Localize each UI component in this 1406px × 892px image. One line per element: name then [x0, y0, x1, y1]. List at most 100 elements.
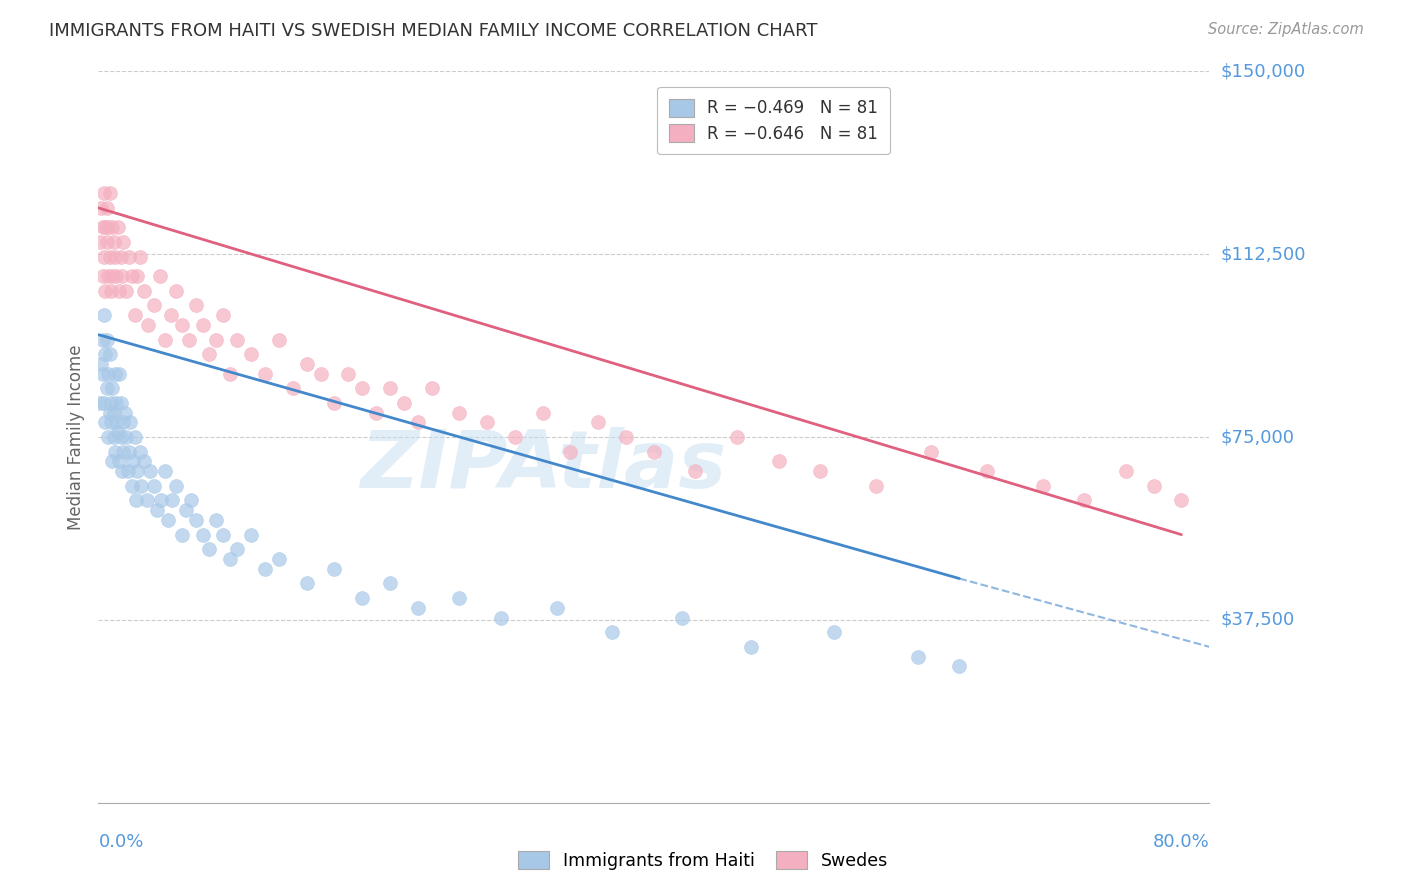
Text: $112,500: $112,500 [1220, 245, 1306, 263]
Point [295, 576, 318, 591]
Point [98, 250, 121, 264]
Point [120, 416, 142, 430]
Point [267, 552, 290, 566]
Point [107, 220, 129, 235]
Point [219, 552, 242, 566]
Point [93, 186, 115, 201]
Point [205, 513, 228, 527]
Point [139, 464, 162, 478]
Text: $37,500: $37,500 [1220, 611, 1295, 629]
Point [97, 367, 120, 381]
Point [91, 333, 114, 347]
Point [174, 503, 197, 517]
Point [323, 396, 346, 410]
Point [125, 493, 148, 508]
Point [184, 513, 207, 527]
Point [97, 269, 120, 284]
Point [114, 406, 136, 420]
Point [149, 493, 172, 508]
Point [219, 367, 242, 381]
Point [170, 318, 193, 332]
Point [138, 318, 160, 332]
Point [588, 416, 610, 430]
Point [143, 479, 166, 493]
Point [1032, 479, 1054, 493]
Point [449, 406, 471, 420]
Point [823, 625, 845, 640]
Point [96, 381, 118, 395]
Point [98, 406, 121, 420]
Point [323, 562, 346, 576]
Point [165, 284, 187, 298]
Text: Source: ZipAtlas.com: Source: ZipAtlas.com [1208, 22, 1364, 37]
Point [165, 479, 187, 493]
Point [103, 430, 125, 444]
Point [810, 464, 832, 478]
Point [112, 235, 135, 249]
Point [240, 527, 263, 541]
Point [212, 527, 235, 541]
Point [103, 235, 125, 249]
Point [105, 269, 128, 284]
Y-axis label: Median Family Income: Median Family Income [67, 344, 86, 530]
Point [110, 250, 132, 264]
Point [560, 444, 582, 458]
Point [768, 454, 790, 468]
Point [145, 503, 167, 517]
Text: ZIPAtlas: ZIPAtlas [360, 427, 725, 506]
Point [129, 250, 152, 264]
Point [134, 284, 156, 298]
Point [89, 235, 111, 249]
Text: 0.0%: 0.0% [98, 833, 143, 851]
Point [143, 298, 166, 312]
Point [105, 396, 128, 410]
Point [159, 308, 181, 322]
Point [100, 284, 122, 298]
Point [643, 444, 665, 458]
Point [127, 464, 149, 478]
Point [93, 250, 115, 264]
Point [121, 269, 143, 284]
Point [101, 454, 124, 468]
Text: $150,000: $150,000 [1220, 62, 1305, 80]
Point [392, 396, 415, 410]
Point [240, 347, 263, 361]
Point [136, 493, 159, 508]
Point [907, 649, 929, 664]
Point [103, 406, 125, 420]
Point [948, 659, 970, 673]
Point [115, 284, 138, 298]
Point [156, 513, 179, 527]
Point [110, 396, 132, 410]
Point [685, 464, 707, 478]
Point [295, 357, 318, 371]
Point [101, 220, 124, 235]
Legend: R = −0.469   N = 81, R = −0.646   N = 81: R = −0.469 N = 81, R = −0.646 N = 81 [657, 87, 890, 154]
Point [1115, 464, 1137, 478]
Point [110, 430, 132, 444]
Point [614, 430, 637, 444]
Point [108, 454, 131, 468]
Point [253, 367, 276, 381]
Point [449, 591, 471, 605]
Text: $75,000: $75,000 [1220, 428, 1295, 446]
Point [97, 430, 120, 444]
Point [101, 269, 124, 284]
Point [267, 333, 290, 347]
Point [671, 610, 693, 624]
Point [531, 406, 554, 420]
Point [100, 396, 122, 410]
Point [89, 396, 111, 410]
Point [124, 430, 146, 444]
Point [378, 576, 401, 591]
Point [115, 430, 138, 444]
Point [725, 430, 748, 444]
Point [118, 444, 141, 458]
Point [212, 308, 235, 322]
Point [94, 220, 117, 235]
Point [1170, 493, 1192, 508]
Point [1073, 493, 1095, 508]
Point [107, 425, 129, 440]
Point [976, 464, 998, 478]
Point [184, 298, 207, 312]
